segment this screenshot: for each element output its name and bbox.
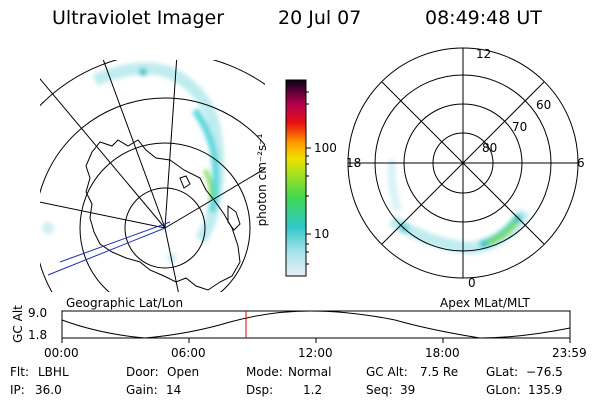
glat-value: −76.5 (526, 365, 563, 379)
gain-label: Gain: (126, 383, 158, 397)
mode-label: Mode: (246, 365, 283, 379)
mlt-dial (387, 159, 531, 255)
dsp-value: 1.2 (303, 383, 323, 397)
mlt-label-0: 0 (468, 276, 476, 290)
left-panel-label: Geographic Lat/Lon (66, 296, 184, 310)
mlat-label-60: 60 (536, 98, 552, 112)
instrument-title: Ultraviolet Imager (52, 7, 225, 29)
colorbar-ticks (306, 91, 311, 265)
date-label: 20 Jul 07 (278, 7, 362, 29)
colorbar-tick-100: 100 (314, 141, 337, 155)
mlat-label-70: 70 (512, 120, 528, 134)
aurora-emission-right (387, 159, 531, 255)
right-panel-label: Apex MLat/MLT (440, 296, 530, 310)
glat-label: GLat: (486, 365, 519, 379)
mlt-label-18: 18 (346, 156, 362, 170)
mlt-label-6: 6 (577, 156, 585, 170)
altitude-curve (61, 310, 571, 339)
ip-value: 36.0 (35, 383, 62, 397)
colorbar-tick-10: 10 (314, 227, 330, 241)
timeline-xtick-1200: 12:00 (298, 346, 333, 360)
glon-value: 135.9 (528, 383, 563, 397)
time-label: 08:49:48 UT (425, 7, 542, 29)
geographic-map (40, 60, 265, 292)
glon-label: GLon: (486, 383, 521, 397)
timeline-xtick-0600: 06:00 (171, 346, 206, 360)
filter-label: Flt: (10, 365, 29, 379)
mlat-label-80: 80 (482, 141, 498, 155)
filter-value: LBHL (38, 365, 69, 379)
gain-value: 14 (166, 383, 182, 397)
gc-alt-value: 7.5 Re (420, 365, 459, 379)
gc-alt-label: GC Alt: (366, 365, 408, 379)
mlt-label-12: 12 (476, 47, 492, 61)
timeline-ylabel: GC Alt (11, 305, 25, 343)
timeline-ticks (61, 338, 571, 343)
timeline-ytick-9: 9.0 (28, 306, 48, 320)
colorbar-unit: photon cm⁻²s⁻¹ (255, 133, 269, 227)
timeline-xtick-2359: 23:59 (552, 346, 587, 360)
timeline-ytick-1-8: 1.8 (28, 328, 48, 342)
timeline-xtick-0000: 00:00 (44, 346, 79, 360)
mlt-grid (347, 47, 579, 279)
colorbar (285, 79, 307, 277)
seq-value: 39 (400, 383, 416, 397)
door-value: Open (167, 365, 200, 379)
dsp-label: Dsp: (246, 383, 274, 397)
mode-value: Normal (288, 365, 332, 379)
ip-label: IP: (10, 383, 25, 397)
aurora-emission-left (42, 62, 225, 263)
timeline-frame (61, 310, 571, 339)
timeline-xtick-1800: 18:00 (425, 346, 460, 360)
door-label: Door: (126, 365, 159, 379)
seq-label: Seq: (366, 383, 393, 397)
